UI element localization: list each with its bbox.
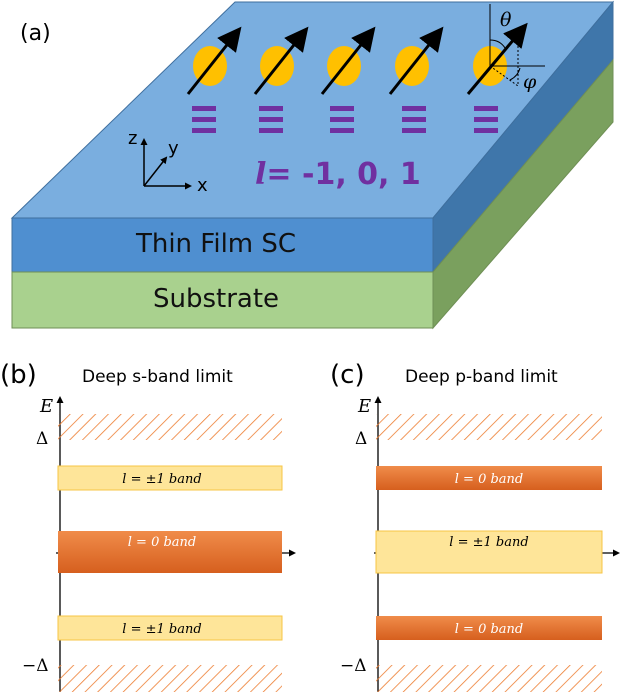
panel-c-band-2 [375,530,603,574]
axis-x-label: x [197,175,208,196]
panel-c-band-1-label: l = 0 band [455,472,524,487]
panel-c-band-2-label: l = ±1 band [449,535,528,550]
spin-2 [253,26,309,95]
panel-b-band-1 [57,465,283,491]
panel-b-label: (b) [0,360,37,390]
panel-c-label: (c) [330,360,365,390]
phi-symbol: φ [523,71,537,93]
axis-y-label: y [168,138,179,159]
axis-z-label: z [128,128,137,149]
panel-b-band-2 [58,531,282,573]
panel-b-upper-continuum [58,414,282,440]
panel-c: (c) Deep p-band limit E Δ −Δ l = 0 band … [330,360,620,692]
panel-c-energy-label: E [357,396,371,417]
spin-3 [320,26,376,95]
level-bars [192,106,498,133]
panel-c-lower-continuum [376,665,602,692]
level-bar-group-3 [330,106,354,133]
spin-1 [186,26,242,95]
level-bar-group-2 [259,106,283,133]
level-bar-group-4 [402,106,426,133]
panel-b-band-1-label: l = ±1 band [122,472,201,487]
film-label: Thin Film SC [135,229,296,259]
level-bar-group-1 [192,106,216,133]
panel-b-energy-label: E [39,396,53,417]
panel-b-title: Deep s-band limit [82,367,233,387]
spin-row [186,22,528,95]
coordinate-axes: x y z [128,128,208,196]
panel-c-delta-neg: −Δ [340,656,367,676]
panel-b-delta-neg: −Δ [22,656,49,676]
panel-c-band-1 [376,466,602,490]
substrate-front-face [11,271,434,329]
panel-b-band-3 [57,615,283,641]
l-symbol: l [255,157,266,192]
panel-c-band-3-label: l = 0 band [455,622,524,637]
substrate-label: Substrate [153,284,279,314]
film-front-face [11,217,434,273]
panel-c-upper-continuum [376,414,602,440]
level-bar-group-5 [474,106,498,133]
panel-b: (b) Deep s-band limit E Δ −Δ l = ±1 band… [0,360,296,692]
panel-c-title: Deep p-band limit [405,367,558,387]
panel-c-band-3 [376,616,602,640]
panel-a-label: (a) [20,21,51,46]
l-values-label: l= -1, 0, 1 [255,157,421,192]
substrate-side-face [432,58,614,330]
spin-4 [388,26,444,95]
panel-b-band-3-label: l = ±1 band [122,622,201,637]
panel-b-band-2-label: l = 0 band [128,535,197,550]
panel-c-delta-pos: Δ [355,429,367,449]
panel-b-lower-continuum [58,665,282,692]
l-values: = -1, 0, 1 [266,157,420,192]
theta-symbol: θ [500,9,512,31]
panel-a: (a) Thin Film SC Substrate [10,0,615,330]
panel-b-delta-pos: Δ [36,429,48,449]
angle-annotation: θ φ [489,4,545,93]
